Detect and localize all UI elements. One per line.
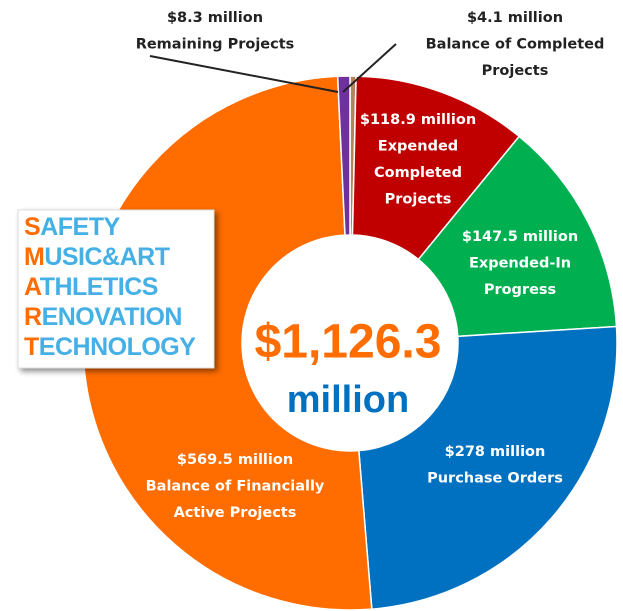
leader-line (149, 55, 339, 93)
category-label: Expended-In Progress (469, 256, 571, 299)
slice (336, 75, 351, 236)
value-label: $8.3 million (167, 10, 263, 26)
slice (351, 75, 521, 261)
labels: $4.1 million Balance of Completed Projects… (136, 10, 605, 521)
category-label: Balance of Financially Active Projects (146, 479, 325, 522)
value-label: $147.5 million (462, 229, 578, 245)
center-total: $1,126.3 (255, 316, 442, 369)
logo-line: SAFETY (24, 213, 120, 241)
slice (417, 135, 618, 338)
logo: SAFETYMUSIC&ARTATHLETICSRENOVATIONTECHNO… (24, 213, 197, 361)
category-label: Purchase Orders (427, 471, 563, 487)
category-label: Remaining Projects (136, 37, 295, 53)
logo-line: ATHLETICS (24, 273, 158, 301)
value-label: $278 million (445, 444, 546, 460)
logo-box (17, 209, 215, 369)
category-label: Expended Completed Projects (374, 139, 462, 208)
value-label: $118.9 million (360, 112, 476, 128)
center-unit: million (287, 379, 409, 421)
slice (358, 325, 618, 610)
value-label: $569.5 million (177, 452, 293, 468)
logo-line: RENOVATION (24, 303, 182, 331)
value-label: $4.1 million (467, 10, 563, 26)
logo-line: TECHNOLOGY (24, 333, 196, 361)
logo-line: MUSIC&ART (24, 243, 170, 271)
leader-line (342, 43, 397, 93)
category-label: Balance of Completed Projects (426, 37, 605, 80)
